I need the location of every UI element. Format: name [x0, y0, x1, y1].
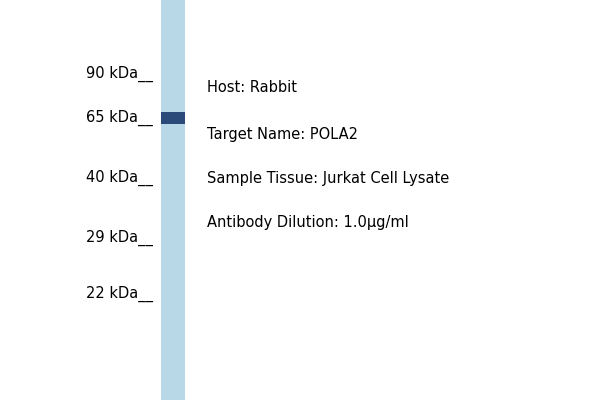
Text: Target Name: POLA2: Target Name: POLA2: [207, 126, 358, 142]
Text: Sample Tissue: Jurkat Cell Lysate: Sample Tissue: Jurkat Cell Lysate: [207, 170, 449, 186]
Text: 22 kDa__: 22 kDa__: [86, 286, 153, 302]
Text: 90 kDa__: 90 kDa__: [86, 66, 153, 82]
Text: 29 kDa__: 29 kDa__: [86, 230, 153, 246]
Text: Antibody Dilution: 1.0µg/ml: Antibody Dilution: 1.0µg/ml: [207, 214, 409, 230]
Bar: [161, 0, 185, 400]
Bar: [161, 112, 185, 124]
Text: 40 kDa__: 40 kDa__: [86, 170, 153, 186]
Text: Host: Rabbit: Host: Rabbit: [207, 80, 297, 96]
Text: 65 kDa__: 65 kDa__: [86, 110, 153, 126]
